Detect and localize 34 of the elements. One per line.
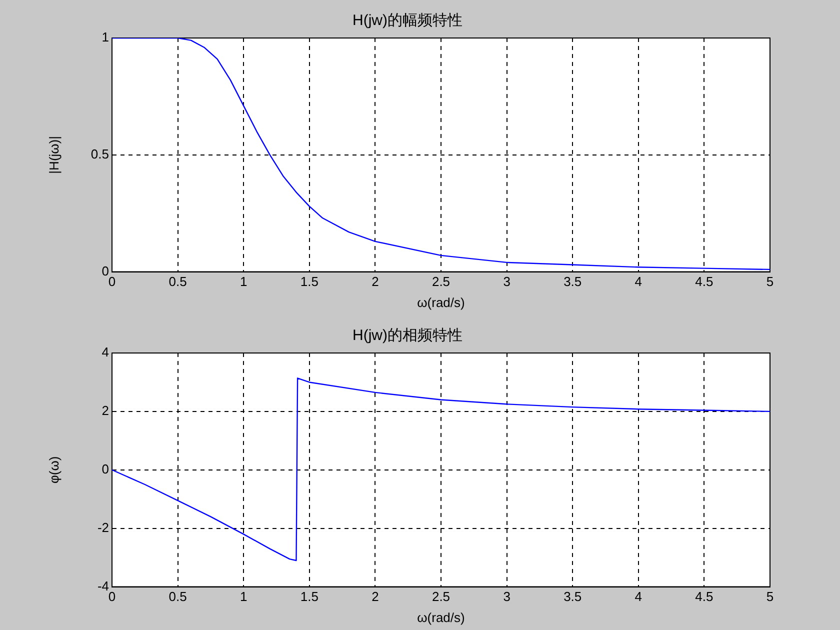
x-tick-label: 0.5 (168, 274, 187, 290)
x-tick-label: 1 (240, 274, 248, 290)
x-tick-label: 2.5 (432, 589, 450, 604)
x-tick-label: 3.5 (564, 589, 582, 604)
x-axis-title: ω(rad/s) (417, 610, 465, 625)
chart-title: H(jw)的相频特性 (352, 327, 462, 344)
y-tick-label: 0 (102, 263, 109, 278)
x-tick-label: 0.5 (168, 589, 187, 604)
y-tick-label: 0.5 (90, 146, 109, 162)
x-axis-title: ω(rad/s) (417, 294, 465, 310)
x-tick-label: 2.5 (432, 274, 450, 290)
y-axis-title: φ(ω) (46, 456, 62, 484)
x-tick-label: 2 (372, 274, 379, 290)
x-tick-label: 5 (766, 274, 774, 290)
x-tick-label: 2 (372, 589, 379, 604)
y-tick-label: -4 (97, 578, 109, 594)
x-tick-label: 1.5 (300, 274, 318, 290)
x-tick-label: 4 (634, 589, 642, 604)
y-tick-label: -2 (97, 520, 109, 535)
y-tick-label: 1 (102, 30, 109, 45)
x-tick-label: 4 (634, 274, 642, 290)
y-tick-label: 4 (102, 344, 109, 360)
y-axis-title: |H(jω)| (46, 136, 62, 174)
x-tick-label: 4.5 (695, 274, 714, 290)
x-tick-label: 3 (503, 589, 510, 604)
y-tick-label: 0 (102, 461, 109, 476)
x-tick-label: 5 (766, 589, 774, 604)
x-tick-label: 1 (240, 589, 248, 604)
y-tick-label: 2 (102, 403, 109, 418)
x-tick-label: 1.5 (300, 589, 318, 604)
x-tick-label: 3 (503, 274, 510, 290)
x-tick-label: 4.5 (695, 589, 714, 604)
chart-title: H(jw)的幅频特性 (352, 12, 462, 30)
x-tick-label: 3.5 (564, 274, 582, 290)
